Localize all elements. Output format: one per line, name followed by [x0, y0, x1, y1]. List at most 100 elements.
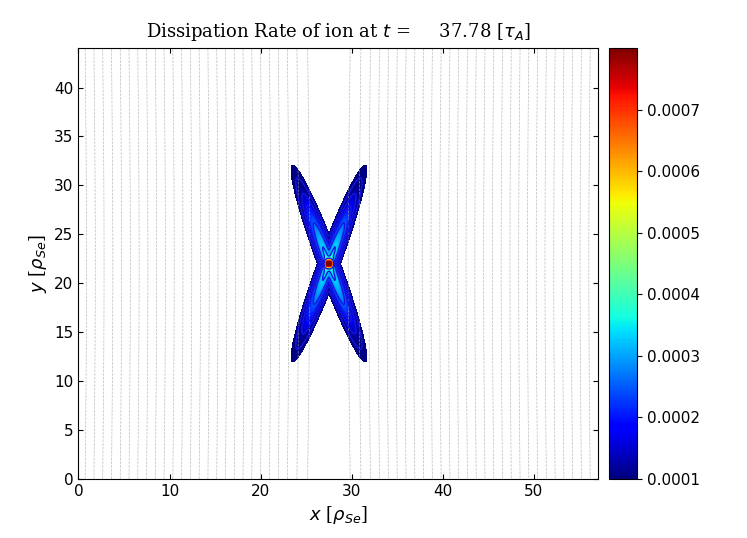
Point — [72, 475, 84, 483]
Point — [72, 475, 84, 483]
Point — [72, 475, 84, 483]
Point — [72, 475, 84, 483]
Point — [72, 475, 84, 483]
Point — [72, 475, 84, 483]
Point — [72, 475, 84, 483]
Point — [72, 475, 84, 483]
Point — [72, 475, 84, 483]
Point — [72, 475, 84, 483]
Point — [72, 475, 84, 483]
Point — [72, 475, 84, 483]
Point — [72, 475, 84, 483]
Point — [72, 475, 84, 483]
Point — [72, 475, 84, 483]
Point — [72, 475, 84, 483]
Point — [72, 475, 84, 483]
Point — [72, 475, 84, 483]
Point — [72, 475, 84, 483]
Point — [72, 475, 84, 483]
Point — [72, 475, 84, 483]
Point — [72, 475, 84, 483]
Point — [72, 475, 84, 483]
Point — [72, 475, 84, 483]
Point — [72, 475, 84, 483]
Point — [72, 475, 84, 483]
Y-axis label: $y$ [$\rho_{Se}$]: $y$ [$\rho_{Se}$] — [27, 234, 49, 293]
Point — [72, 475, 84, 483]
Point — [72, 475, 84, 483]
Point — [72, 475, 84, 483]
X-axis label: $x$ [$\rho_{Se}$]: $x$ [$\rho_{Se}$] — [309, 504, 368, 526]
Point — [72, 475, 84, 483]
Point — [72, 475, 84, 483]
Point — [72, 475, 84, 483]
Point — [72, 475, 84, 483]
Point — [72, 475, 84, 483]
Point — [72, 475, 84, 483]
Point — [72, 475, 84, 483]
Point — [72, 475, 84, 483]
Point — [72, 475, 84, 483]
Point — [72, 475, 84, 483]
Point — [72, 475, 84, 483]
Point — [72, 475, 84, 483]
Point — [72, 475, 84, 483]
Point — [72, 475, 84, 483]
Point — [72, 475, 84, 483]
Point — [72, 475, 84, 483]
Point — [72, 475, 84, 483]
Point — [72, 475, 84, 483]
Point — [72, 475, 84, 483]
Point — [72, 475, 84, 483]
Point — [72, 475, 84, 483]
Point — [72, 475, 84, 483]
Point — [72, 475, 84, 483]
Point — [72, 475, 84, 483]
Point — [72, 475, 84, 483]
Point — [72, 475, 84, 483]
Point — [72, 475, 84, 483]
Point — [72, 475, 84, 483]
Point — [72, 475, 84, 483]
Point — [72, 475, 84, 483]
Point — [72, 475, 84, 483]
Point — [72, 475, 84, 483]
Point — [72, 475, 84, 483]
Point — [72, 475, 84, 483]
Point — [72, 475, 84, 483]
Point — [72, 475, 84, 483]
Point — [72, 475, 84, 483]
Point — [72, 475, 84, 483]
Point — [72, 475, 84, 483]
Point — [72, 475, 84, 483]
Point — [72, 475, 84, 483]
Point — [72, 475, 84, 483]
Title: Dissipation Rate of ion at $t$ =     37.78 [$\tau_A$]: Dissipation Rate of ion at $t$ = 37.78 [… — [146, 22, 530, 43]
Point — [72, 475, 84, 483]
Point — [72, 475, 84, 483]
Point — [72, 475, 84, 483]
Point — [72, 475, 84, 483]
Point — [72, 475, 84, 483]
Point — [72, 475, 84, 483]
Point — [72, 475, 84, 483]
Point — [72, 475, 84, 483]
Point — [72, 475, 84, 483]
Point — [72, 475, 84, 483]
Point — [72, 475, 84, 483]
Point — [72, 475, 84, 483]
Point — [72, 475, 84, 483]
Point — [72, 475, 84, 483]
Point — [72, 475, 84, 483]
Point — [72, 475, 84, 483]
Point — [72, 475, 84, 483]
Point — [72, 475, 84, 483]
Point — [72, 475, 84, 483]
Point — [72, 475, 84, 483]
Point — [72, 475, 84, 483]
Point — [72, 475, 84, 483]
Point — [72, 475, 84, 483]
Point — [72, 475, 84, 483]
Point — [72, 475, 84, 483]
Point — [72, 475, 84, 483]
